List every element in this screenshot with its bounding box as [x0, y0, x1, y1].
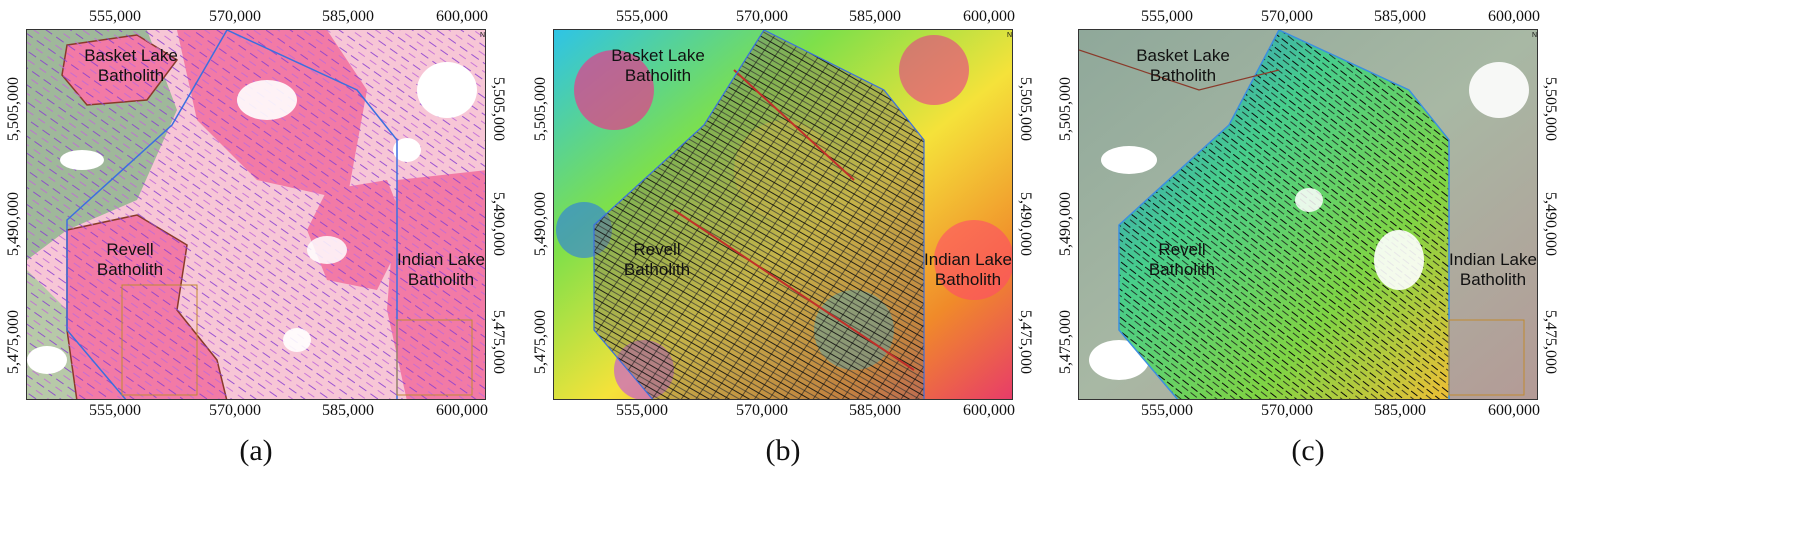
- map-elevation: [1078, 29, 1538, 400]
- caption-b: (b): [765, 434, 801, 467]
- label-indian-lake: Indian Lake Batholith: [924, 250, 1012, 289]
- y-tick-left: 5,505,000: [1057, 77, 1074, 141]
- x-tick-bottom: 555,000: [616, 402, 668, 419]
- y-tick-right: 5,490,000: [1542, 192, 1559, 256]
- x-tick-bottom: 585,000: [1374, 402, 1426, 419]
- x-tick-top: 570,000: [209, 8, 261, 25]
- x-tick-bottom: 585,000: [322, 402, 374, 419]
- label-revell: Revell Batholith: [1148, 240, 1216, 279]
- x-tick-bottom: 570,000: [209, 402, 261, 419]
- y-tick-left: 5,490,000: [1057, 192, 1074, 256]
- x-tick-top: 570,000: [1261, 8, 1313, 25]
- x-tick-top: 555,000: [89, 8, 141, 25]
- y-tick-right: 5,475,000: [1017, 310, 1034, 374]
- map-magnetics: [553, 29, 1013, 400]
- y-tick-right: 5,505,000: [1542, 77, 1559, 141]
- x-tick-top: 585,000: [1374, 8, 1426, 25]
- x-tick-bottom: 570,000: [736, 402, 788, 419]
- y-tick-left: 5,475,000: [5, 310, 22, 374]
- y-tick-right: 5,490,000: [1017, 192, 1034, 256]
- label-indian-lake: Indian Lake Batholith: [1449, 250, 1537, 289]
- x-tick-top: 600,000: [436, 8, 488, 25]
- y-tick-left: 5,475,000: [1057, 310, 1074, 374]
- north-arrow-icon: N: [1007, 32, 1013, 39]
- panel-a: N Basket Lake Batholith Revell Batholith I…: [5, 0, 586, 557]
- elevation-map-graphic: [1079, 30, 1537, 399]
- x-tick-top: 600,000: [963, 8, 1015, 25]
- x-tick-top: 570,000: [736, 8, 788, 25]
- north-arrow-icon: N: [1532, 32, 1538, 39]
- x-tick-bottom: 600,000: [436, 402, 488, 419]
- y-tick-left: 5,490,000: [532, 192, 549, 256]
- caption-a: (a): [239, 434, 273, 467]
- x-tick-bottom: 600,000: [1488, 402, 1540, 419]
- y-tick-right: 5,505,000: [490, 77, 507, 141]
- label-basket-lake: Basket Lake Batholith: [84, 46, 178, 85]
- y-tick-right: 5,490,000: [490, 192, 507, 256]
- north-arrow-icon: N: [480, 32, 486, 39]
- label-revell: Revell Batholith: [623, 240, 691, 279]
- caption-c: (c): [1291, 434, 1325, 467]
- label-basket-lake: Basket Lake Batholith: [1136, 46, 1230, 85]
- y-tick-right: 5,505,000: [1017, 77, 1034, 141]
- x-tick-bottom: 585,000: [849, 402, 901, 419]
- y-tick-left: 5,505,000: [5, 77, 22, 141]
- magnetics-map-graphic: [554, 30, 1012, 399]
- x-tick-top: 555,000: [616, 8, 668, 25]
- map-geology: [26, 29, 486, 400]
- y-tick-right: 5,475,000: [1542, 310, 1559, 374]
- x-tick-top: 555,000: [1141, 8, 1193, 25]
- x-tick-top: 585,000: [849, 8, 901, 25]
- x-tick-bottom: 600,000: [963, 402, 1015, 419]
- x-tick-bottom: 570,000: [1261, 402, 1313, 419]
- label-indian-lake: Indian Lake Batholith: [397, 250, 485, 289]
- label-basket-lake: Basket Lake Batholith: [611, 46, 705, 85]
- panel-c: N Basket Lake Batholith Revell Batholith I…: [1057, 0, 1638, 557]
- x-tick-bottom: 555,000: [1141, 402, 1193, 419]
- y-tick-left: 5,505,000: [532, 77, 549, 141]
- panel-b: N Basket Lake Batholith Revell Batholith I…: [532, 0, 1113, 557]
- y-tick-left: 5,475,000: [532, 310, 549, 374]
- x-tick-bottom: 555,000: [89, 402, 141, 419]
- y-tick-left: 5,490,000: [5, 192, 22, 256]
- x-tick-top: 600,000: [1488, 8, 1540, 25]
- x-tick-top: 585,000: [322, 8, 374, 25]
- geology-map-graphic: [27, 30, 485, 399]
- label-revell: Revell Batholith: [96, 240, 164, 279]
- y-tick-right: 5,475,000: [490, 310, 507, 374]
